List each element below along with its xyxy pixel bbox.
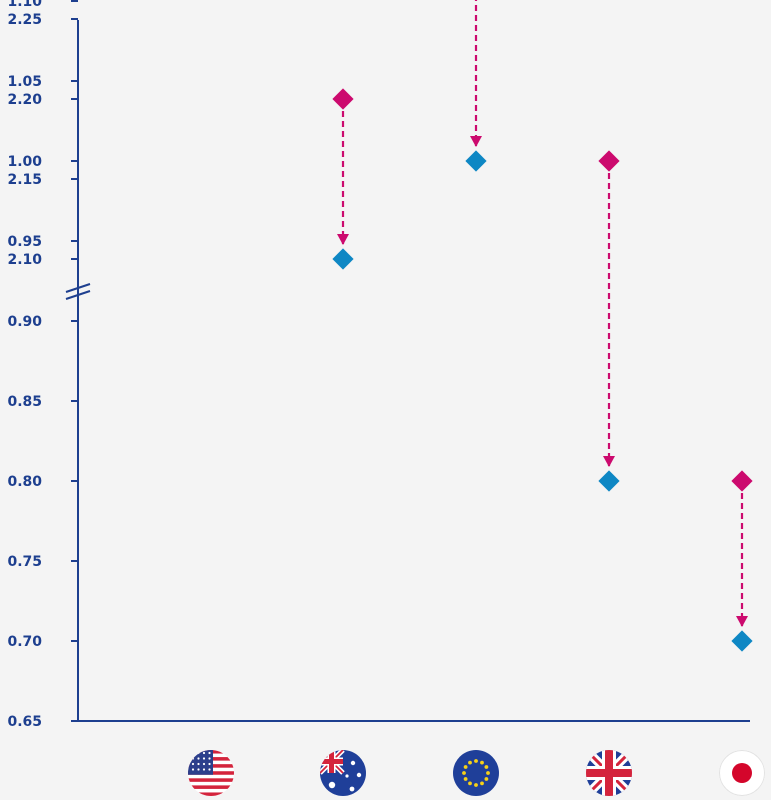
y-tick-label: 2.15 [7,172,42,188]
y-tick-label: 0.80 [7,474,42,490]
y-tick-label: 0.95 [7,234,42,250]
flag-star [484,765,489,769]
flag-cross [605,750,613,796]
series-1-point [598,150,620,172]
flag-star [208,762,211,766]
flag-star [480,760,484,765]
flag-star [468,760,472,765]
flag-star [356,772,362,778]
flag-star [480,781,484,786]
flag-star [191,762,195,766]
flag-star [208,757,211,760]
series-2-point [332,248,354,270]
flag-star [202,757,206,760]
flag-stripe [188,778,234,782]
y-tick-label: 2.20 [7,92,42,108]
flag-star [202,768,206,771]
flag-star [197,762,200,766]
flag-star [350,760,356,766]
flag-star [484,777,489,781]
series-2-point [598,470,620,492]
flag-star [486,771,490,775]
flag-star [462,771,466,775]
flag-stripe [188,785,234,789]
flag-star [191,757,195,760]
flag-star [463,765,468,769]
y-tick-label: 2.10 [7,252,42,268]
flag-star [202,762,206,766]
japan-flag-icon [719,750,765,796]
y-tick-label: 0.65 [7,714,42,730]
flag-star [197,757,200,760]
flag-star [202,751,206,755]
flag-star [474,783,478,787]
flag-star [349,786,355,792]
flag-star [197,751,200,755]
flag-star [208,768,211,771]
flag-star [345,774,349,778]
flag-star [328,781,336,789]
axis-break-mark [65,283,91,293]
series-1-point [332,88,354,110]
flag-star [463,777,468,781]
y-tick-label: 0.70 [7,634,42,650]
flag-bg [453,750,499,796]
flag-star [197,768,200,771]
series-2-point [731,630,753,652]
y-tick-label: 0.90 [7,314,42,330]
flag-star [474,759,478,763]
y-tick-label: 2.25 [7,12,42,28]
flag-star [191,768,195,771]
series-2-point [465,150,487,172]
axis-break-mark [65,290,91,300]
flag-sun [732,763,752,783]
flag-star [191,751,195,755]
flag-stripe [188,792,234,796]
y-tick-label: 0.85 [7,394,42,410]
y-tick-label: 1.05 [7,74,42,90]
uk-flag-icon [586,750,632,796]
eu-flag-icon [453,750,499,796]
y-tick-label: 1.00 [7,154,42,170]
flag-star [468,781,472,786]
australia-flag-icon [320,750,366,796]
y-tick-label: 1.10 [7,0,42,10]
flag-star [208,751,211,755]
series-1-point [731,470,753,492]
flag-outline [719,750,765,796]
flag-cross [329,750,334,773]
us-flag-icon [188,750,234,796]
y-tick-label: 0.75 [7,554,42,570]
